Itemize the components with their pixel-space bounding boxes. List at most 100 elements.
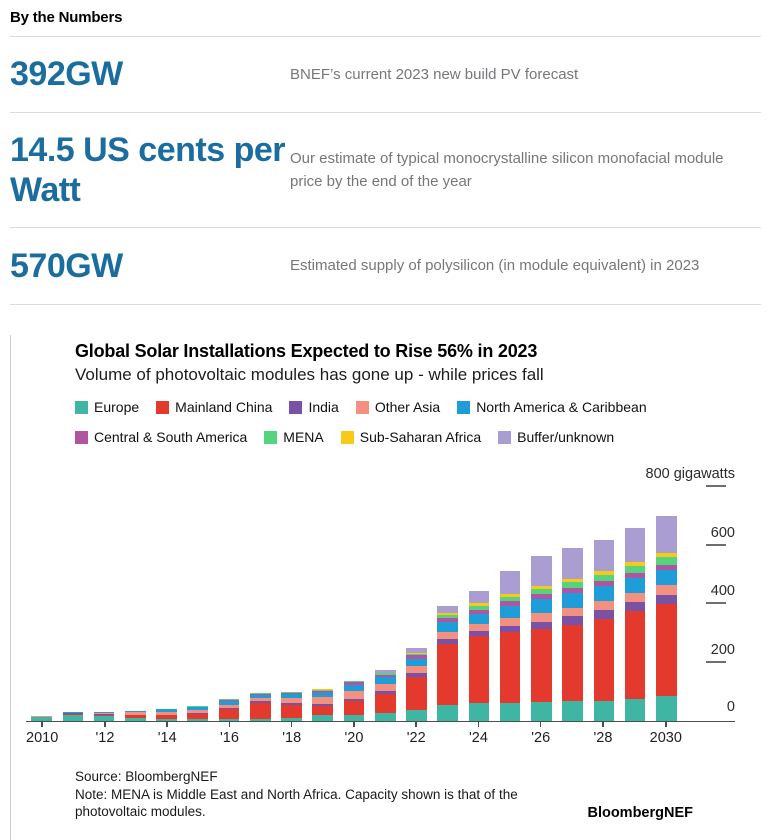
bar-segment-2021-central-south-america <box>374 674 396 678</box>
bar-segment-2020-other-asia <box>343 691 365 700</box>
bar-segment-2023-india <box>437 638 458 644</box>
legend-swatch-icon <box>457 400 471 414</box>
bar-segment-2016-north-america-caribbean <box>218 700 240 705</box>
bar-segment-2021-buffer-unknown <box>374 670 396 673</box>
bar-segment-2030-sub-saharan-africa <box>656 552 677 557</box>
x-cell-2029 <box>619 721 650 746</box>
bar-cell-2016 <box>213 481 244 721</box>
stacked-bar-2015 <box>187 706 209 721</box>
bar-segment-2027-sub-saharan-africa <box>562 578 583 583</box>
bar-segment-2017-north-america-caribbean <box>249 694 271 698</box>
bar-cell-2029 <box>619 481 650 721</box>
stacked-bar-2018 <box>281 692 302 721</box>
x-cell-2030: 2030 <box>650 721 682 746</box>
stacked-bar-2028 <box>593 539 615 721</box>
legend-label: Mainland China <box>175 399 273 415</box>
bar-cell-2012 <box>88 481 119 721</box>
bar-segment-2016-india <box>218 707 240 710</box>
bar-cell-2014 <box>151 481 182 721</box>
bar-segment-2029-north-america-caribbean <box>624 577 646 594</box>
legend-label: Central & South America <box>94 429 248 445</box>
y-tick-label-800: 800 gigawatts <box>645 466 735 482</box>
bar-cell-2013 <box>120 481 151 721</box>
y-axis: 0 200 400 600 800 gigawatts <box>646 466 735 721</box>
bar-segment-2023-other-asia <box>437 632 458 639</box>
bar-segment-2019-india <box>312 703 334 706</box>
bar-segment-2013-mainland-china <box>125 714 146 719</box>
y-tick-label-200: 200 <box>710 641 735 658</box>
bar-segment-2022-central-south-america <box>406 654 427 659</box>
bar-segment-2027-mainland-china <box>562 624 583 702</box>
x-cell-2017 <box>245 721 276 746</box>
bar-segment-2029-buffer-unknown <box>624 527 646 562</box>
x-tick-label-2012: '12 <box>95 730 115 746</box>
stacked-bar-2012 <box>93 711 115 721</box>
legend-item-other-asia: Other Asia <box>355 399 441 415</box>
x-tick-label-2024: '24 <box>469 730 488 746</box>
x-cell-2019 <box>307 721 338 746</box>
bar-segment-2020-central-south-america <box>343 682 365 686</box>
bar-segment-2029-mena <box>624 566 646 574</box>
x-cell-2014: '14 <box>152 721 183 746</box>
x-tick-2020 <box>353 721 355 727</box>
bar-segment-2021-mainland-china <box>374 693 396 713</box>
bar-segment-2017-mainland-china <box>249 703 271 719</box>
bar-segment-2026-buffer-unknown <box>531 556 552 587</box>
bar-segment-2019-central-south-america <box>312 691 334 693</box>
x-axis: 2010 '12 '14 '16 '18 '20 '22 '24 '26 '28 2030 <box>26 721 682 746</box>
x-tick-2016 <box>228 721 231 727</box>
legend-item-mena: MENA <box>264 429 324 445</box>
x-tick-2014 <box>166 721 168 727</box>
bar-segment-2012-mainland-china <box>93 714 115 717</box>
bar-segment-2028-india <box>593 610 615 619</box>
chart-card: Global Solar Installations Expected to R… <box>10 335 761 840</box>
y-tick-dash-600 <box>706 543 726 546</box>
bar-segment-2016-mena <box>218 699 240 700</box>
bar-segment-2029-other-asia <box>624 593 646 603</box>
bar-cell-2010 <box>26 481 57 721</box>
bar-segment-2028-sub-saharan-africa <box>593 571 615 575</box>
bar-segment-2028-north-america-caribbean <box>593 585 615 602</box>
chart-note: Note: MENA is Middle East and North Afri… <box>75 786 518 820</box>
bar-segment-2028-central-south-america <box>593 580 615 586</box>
page-title: By the Numbers <box>10 0 761 37</box>
stat-description-polysilicon-supply: Estimated supply of polysilicon (in modu… <box>290 257 700 275</box>
stacked-bar-2029 <box>624 527 646 721</box>
legend-label: Other Asia <box>374 399 441 415</box>
bar-segment-2016-europe <box>218 718 240 721</box>
bar-cell-2019 <box>307 481 338 721</box>
bar-segment-2025-europe <box>499 702 521 721</box>
bar-segment-2022-mena <box>406 653 427 655</box>
bar-segment-2018-mainland-china <box>281 704 302 718</box>
y-tick-label-400: 400 <box>710 583 735 599</box>
legend-item-central-south-america: Central & South America <box>75 429 247 445</box>
x-tick-label-2022: '22 <box>406 730 426 746</box>
bar-segment-2024-north-america-caribbean <box>468 613 490 624</box>
stacked-bar-2026 <box>531 556 552 721</box>
bar-segment-2023-europe <box>437 704 458 721</box>
bar-segment-2019-mainland-china <box>312 705 334 715</box>
stacked-bar-2023 <box>437 606 458 721</box>
bar-segment-2024-central-south-america <box>468 609 490 614</box>
bar-segment-2014-europe <box>156 718 177 721</box>
bar-segment-2013-other-asia <box>125 712 146 715</box>
bar-segment-2012-europe <box>93 716 115 721</box>
x-tick-2010 <box>41 721 43 727</box>
bar-segment-2019-mena <box>312 690 334 692</box>
bar-segment-2026-other-asia <box>531 613 552 622</box>
chart-title: Global Solar Installations Expected to R… <box>75 341 538 361</box>
legend-item-europe: Europe <box>75 399 139 415</box>
bar-segment-2018-india <box>281 702 302 705</box>
bar-segment-2017-europe <box>249 718 271 721</box>
bar-cell-2022 <box>401 481 432 721</box>
stat-row-polysilicon-supply: 570GW Estimated supply of polysilicon (i… <box>10 228 761 305</box>
stacked-bar-2022 <box>406 647 427 721</box>
legend-item-north-america-caribbean: North America & Caribbean <box>457 399 647 415</box>
bar-segment-2022-europe <box>406 709 427 721</box>
bar-segment-2025-other-asia <box>499 618 521 626</box>
bar-segment-2015-europe <box>187 718 209 721</box>
bar-segment-2026-central-south-america <box>531 594 552 600</box>
bar-segment-2022-sub-saharan-africa <box>406 652 427 654</box>
x-cell-2022: '22 <box>401 721 432 746</box>
bar-segment-2028-europe <box>593 700 615 721</box>
